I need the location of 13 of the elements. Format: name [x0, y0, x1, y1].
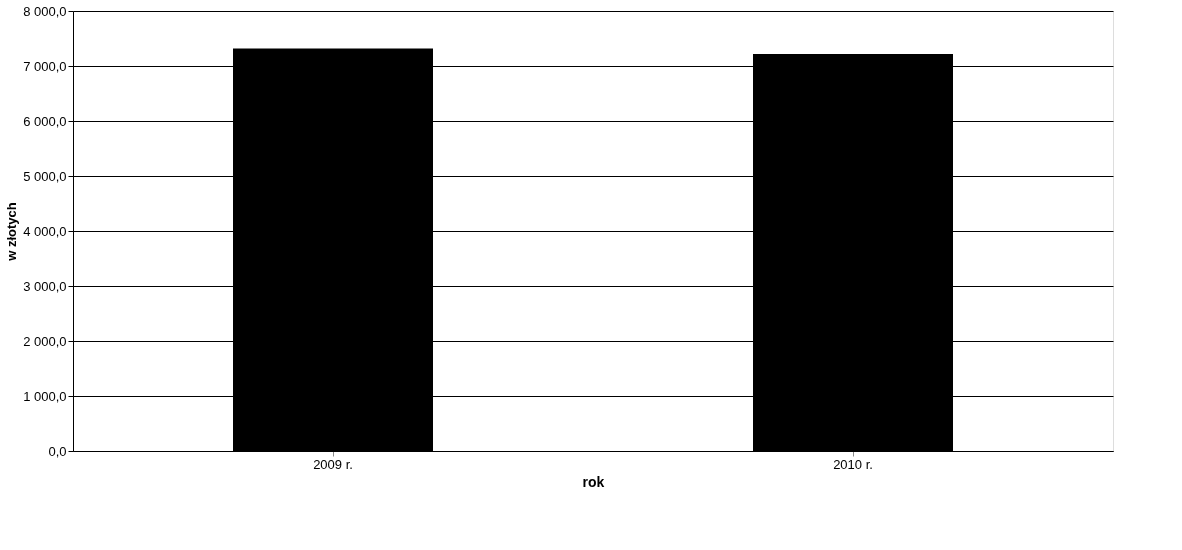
- y-tick-label: 4 000,0: [23, 223, 67, 239]
- y-tick-label: 2 000,0: [23, 333, 67, 349]
- y-tick-label: 8 000,0: [23, 3, 67, 19]
- y-tick-label: 1 000,0: [23, 388, 67, 404]
- x-tick-label: 2010 r.: [833, 456, 873, 472]
- y-tick-label: 0,0: [48, 443, 67, 459]
- y-tick-label: 5 000,0: [23, 168, 67, 184]
- y-axis-title: w złotych: [4, 202, 20, 262]
- x-tick-label: 2009 r.: [313, 456, 353, 472]
- y-tick-label: 3 000,0: [23, 278, 67, 294]
- x-axis-title: rok: [582, 473, 605, 490]
- y-tick-label: 6 000,0: [23, 113, 67, 129]
- y-tick-label: 7 000,0: [23, 58, 67, 74]
